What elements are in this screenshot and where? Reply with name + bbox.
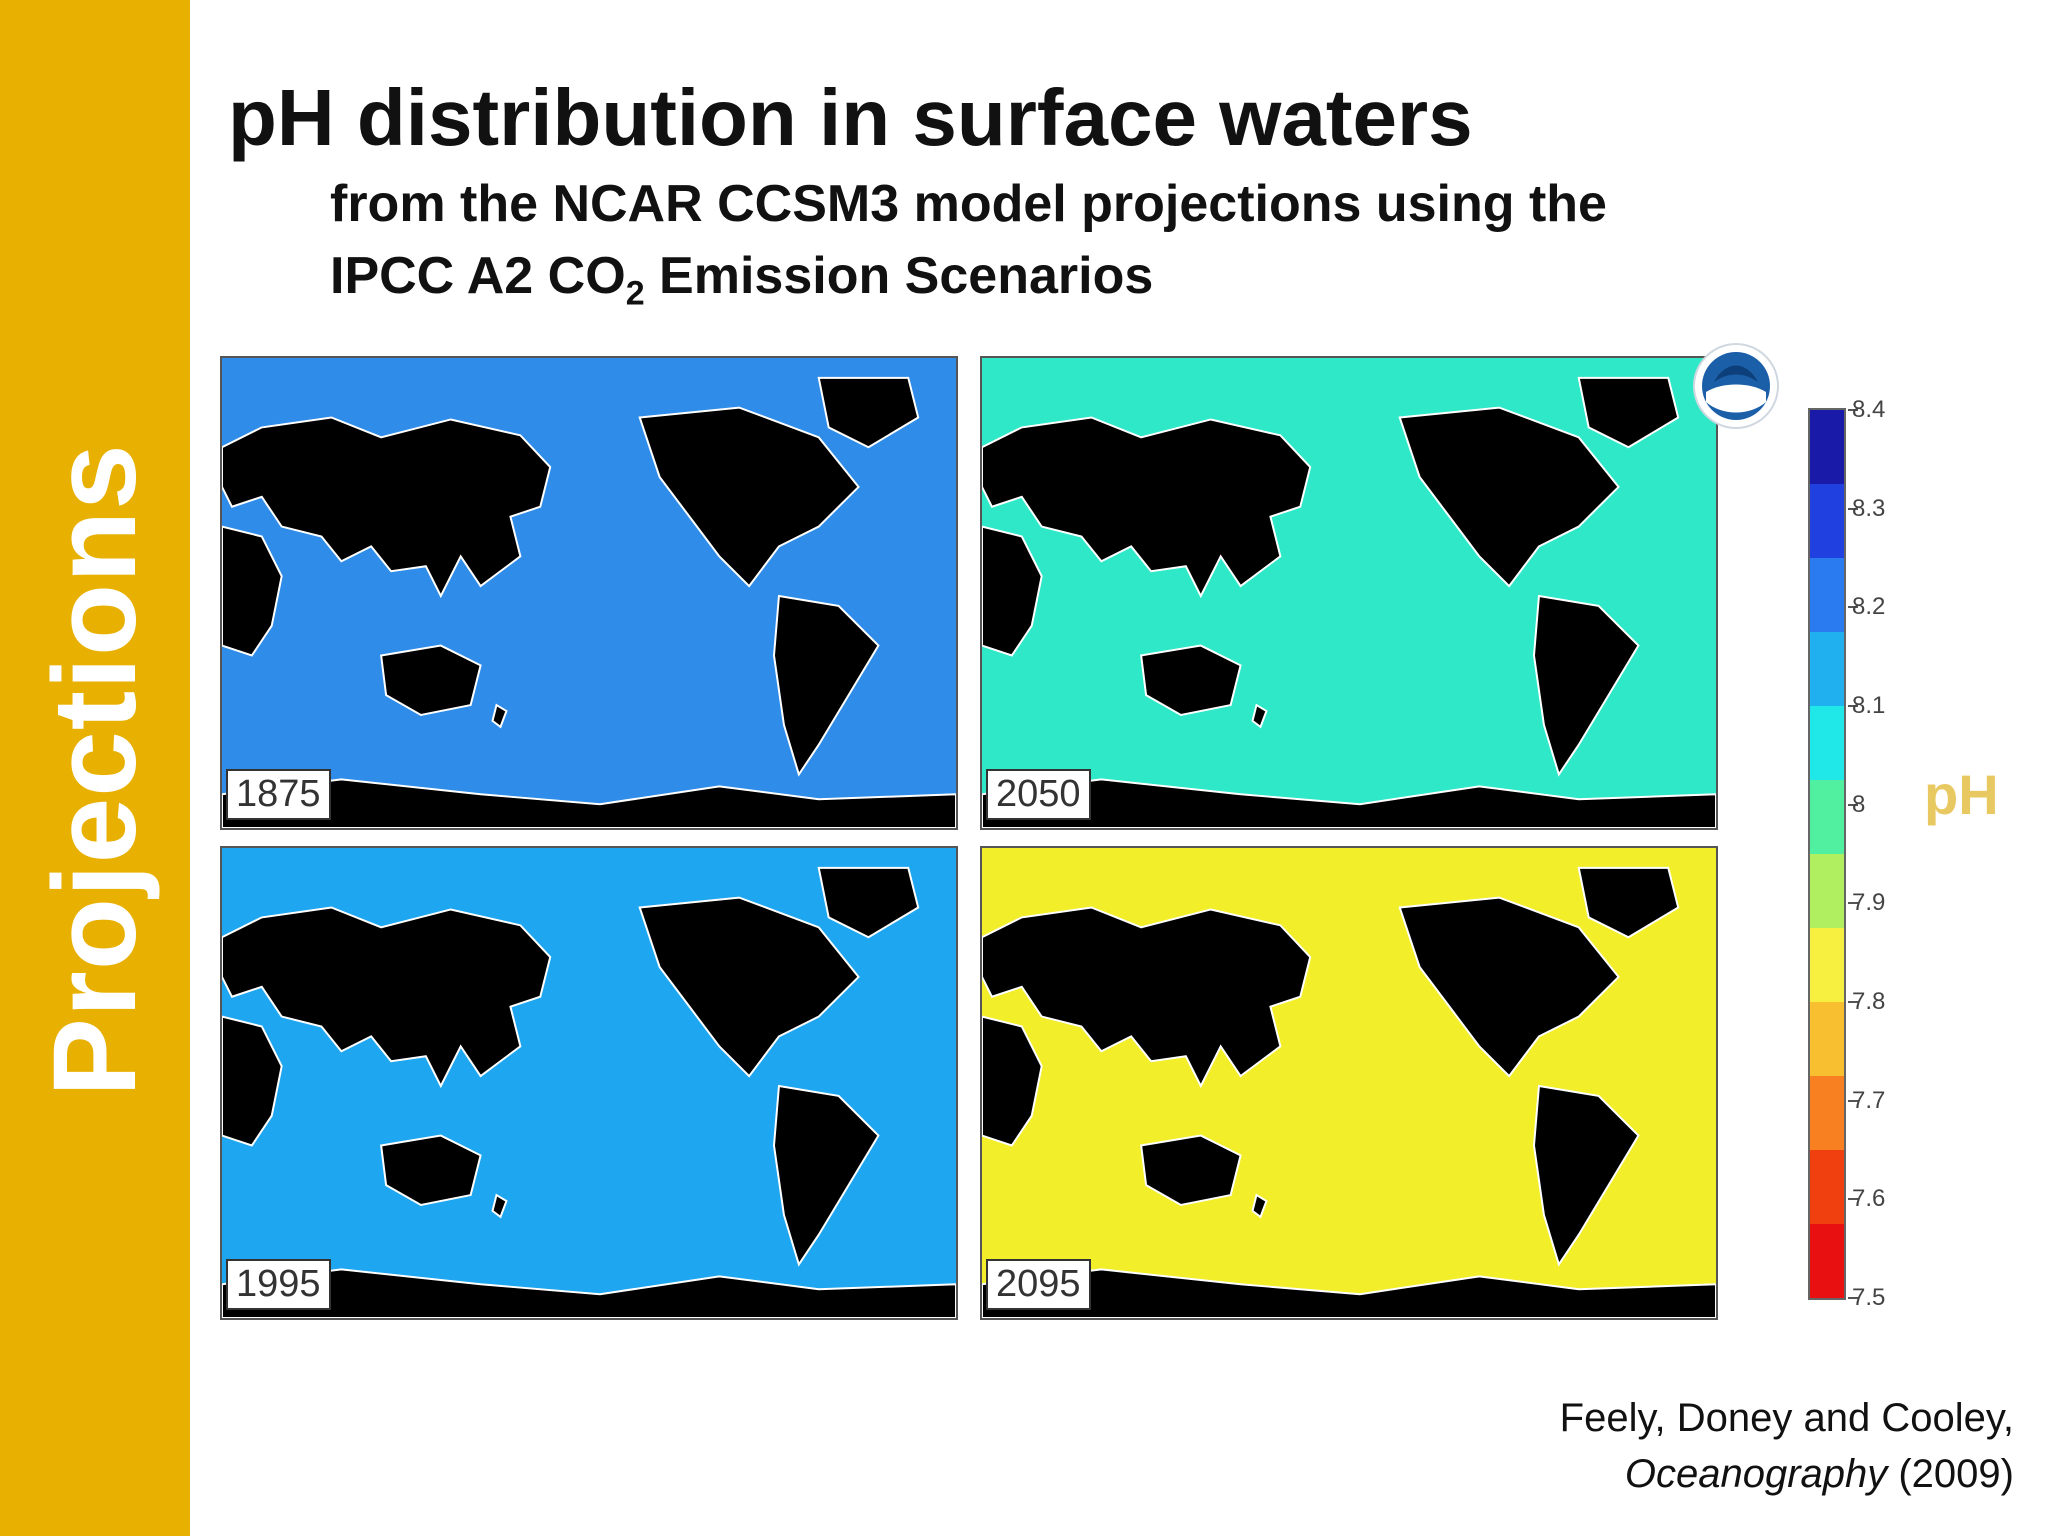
citation-source: Oceanography (2009) bbox=[1560, 1446, 2014, 1502]
colorbar-tick bbox=[1848, 1297, 1858, 1299]
colorbar-tick-label: 7.5 bbox=[1852, 1284, 1886, 1311]
landmass bbox=[1577, 866, 1680, 939]
landmass bbox=[817, 376, 920, 449]
colorbar-tick bbox=[1848, 1001, 1858, 1003]
colorbar-tick-label: 7.8 bbox=[1852, 988, 1886, 1015]
landmass bbox=[982, 416, 1312, 599]
landmass bbox=[1251, 703, 1268, 729]
year-label-2095: 2095 bbox=[986, 1259, 1091, 1310]
landmass bbox=[638, 406, 860, 588]
colorbar-tick-label: 7.9 bbox=[1852, 889, 1886, 917]
page-subtitle: from the NCAR CCSM3 model projections us… bbox=[330, 168, 1607, 312]
landmass bbox=[380, 1134, 482, 1207]
landmass bbox=[1577, 376, 1680, 449]
citation: Feely, Doney and Cooley, Oceanography (2… bbox=[1560, 1390, 2014, 1502]
colorbar-tick-label: 8.2 bbox=[1852, 593, 1886, 621]
subtitle-line2-prefix: IPCC A2 CO bbox=[330, 247, 626, 305]
colorbar-tick bbox=[1848, 507, 1858, 510]
landmass bbox=[982, 1268, 1716, 1318]
landmass bbox=[222, 525, 283, 657]
landmass bbox=[1398, 896, 1620, 1078]
landmass bbox=[982, 906, 1312, 1089]
citation-journal: Oceanography bbox=[1624, 1452, 1888, 1496]
landmass bbox=[982, 778, 1716, 828]
landmass bbox=[222, 906, 552, 1089]
citation-year: (2009) bbox=[1887, 1452, 2014, 1496]
colorbar-tick bbox=[1848, 803, 1858, 806]
map-panel-1995: 1995 bbox=[220, 846, 958, 1320]
landmass bbox=[1140, 1134, 1242, 1207]
landmass bbox=[1532, 594, 1640, 777]
world-map-2095 bbox=[982, 848, 1716, 1318]
colorbar-tick bbox=[1848, 409, 1858, 411]
landmass bbox=[638, 896, 860, 1078]
landmass bbox=[817, 866, 920, 939]
landmass bbox=[1251, 1193, 1268, 1219]
colorbar-tick-label: 7.7 bbox=[1852, 1086, 1886, 1114]
landmass bbox=[491, 1193, 508, 1219]
colorbar-tick bbox=[1848, 1099, 1858, 1102]
colorbar-tick-label: 8.3 bbox=[1852, 494, 1886, 522]
map-panel-2095: 2095 bbox=[980, 846, 1718, 1320]
landmass bbox=[222, 778, 956, 828]
colorbar-tick bbox=[1848, 902, 1858, 905]
ph-colorbar bbox=[1808, 408, 1846, 1300]
landmass bbox=[772, 1084, 880, 1267]
landmass bbox=[222, 1268, 956, 1318]
world-map-1875 bbox=[222, 358, 956, 828]
world-map-1995 bbox=[222, 848, 956, 1318]
colorbar-tick bbox=[1848, 705, 1858, 707]
colorbar-tick bbox=[1848, 606, 1858, 609]
colorbar-title: pH bbox=[1924, 763, 1999, 826]
subtitle-subscript: 2 bbox=[625, 274, 645, 313]
map-panel-2050: 2050 bbox=[980, 356, 1718, 830]
landmass bbox=[222, 416, 552, 599]
landmass bbox=[491, 703, 508, 729]
year-label-2050: 2050 bbox=[986, 769, 1091, 820]
landmass bbox=[1532, 1084, 1640, 1267]
sidebar-label: Projections bbox=[29, 443, 161, 1097]
world-map-2050 bbox=[982, 358, 1716, 828]
subtitle-line2-suffix: Emission Scenarios bbox=[644, 247, 1154, 305]
page-title: pH distribution in surface waters bbox=[228, 73, 1473, 162]
year-label-1875: 1875 bbox=[226, 769, 331, 820]
sidebar: Projections bbox=[0, 0, 190, 1536]
colorbar-tick bbox=[1848, 1198, 1858, 1201]
map-panel-1875: 1875 bbox=[220, 356, 958, 830]
landmass bbox=[380, 644, 482, 717]
landmass bbox=[772, 594, 880, 777]
landmass bbox=[982, 1015, 1043, 1147]
citation-authors: Feely, Doney and Cooley, bbox=[1559, 1396, 2014, 1440]
landmass bbox=[1140, 644, 1242, 717]
colorbar-tick-label: 7.6 bbox=[1852, 1185, 1886, 1213]
landmass bbox=[222, 1015, 283, 1147]
landmass bbox=[1398, 406, 1620, 588]
landmass bbox=[982, 525, 1043, 657]
year-label-1995: 1995 bbox=[226, 1259, 331, 1310]
subtitle-line1: from the NCAR CCSM3 model projections us… bbox=[330, 175, 1607, 233]
colorbar-tick-label: 8.1 bbox=[1852, 692, 1886, 719]
colorbar-tick-label: 8 bbox=[1852, 790, 1866, 818]
noaa-logo-icon bbox=[1693, 343, 1779, 429]
colorbar-tick-label: 8.4 bbox=[1852, 396, 1886, 423]
